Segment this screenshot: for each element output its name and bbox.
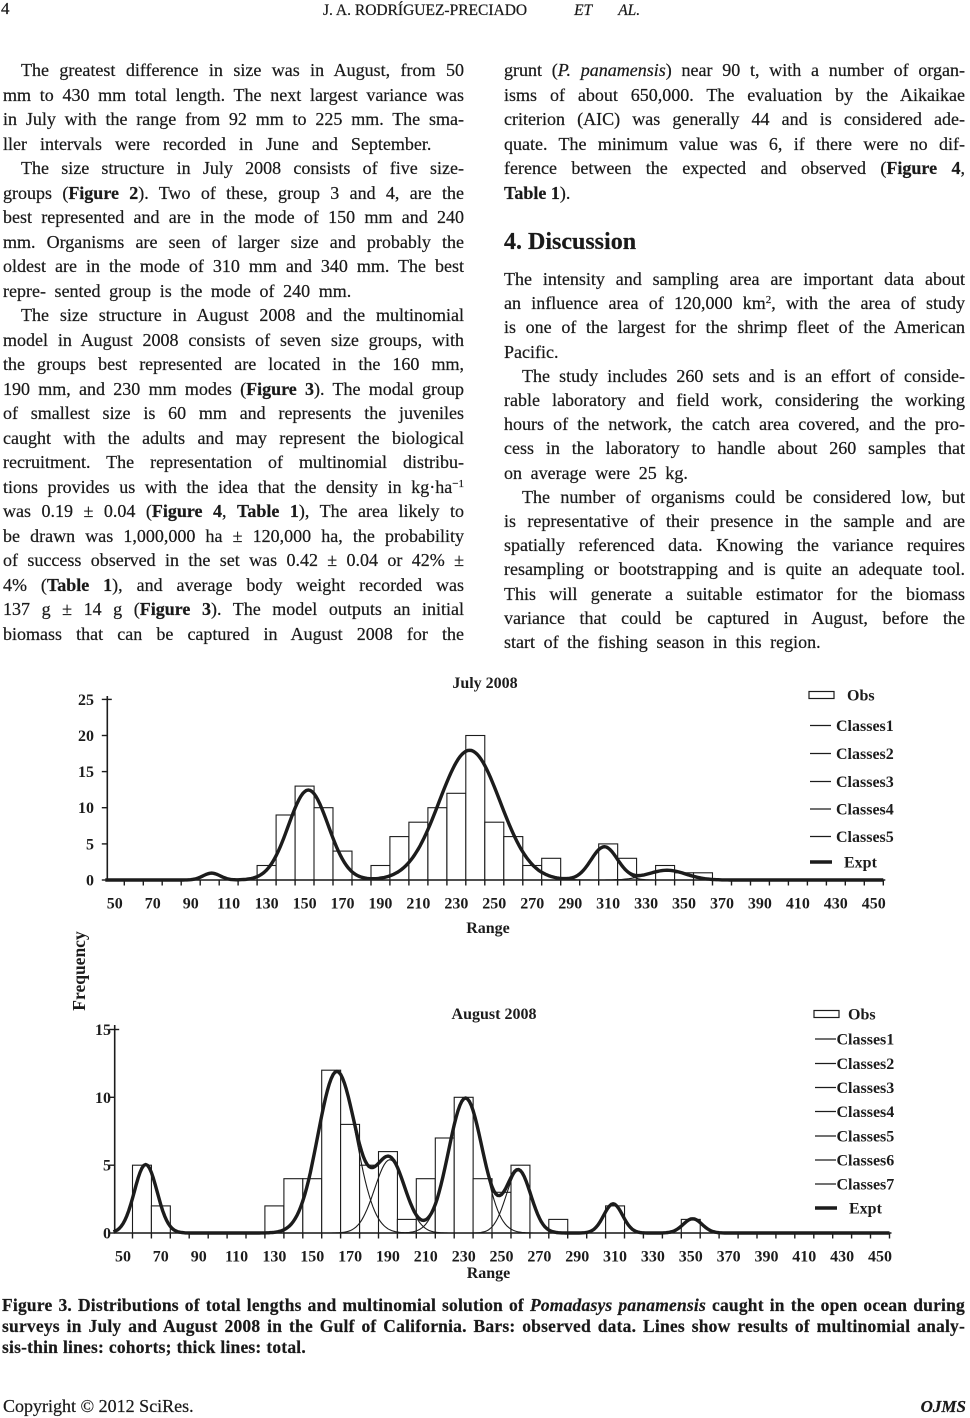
svg-text:Frequency: Frequency bbox=[69, 931, 89, 1011]
svg-text:290: 290 bbox=[558, 896, 582, 913]
svg-text:25: 25 bbox=[78, 692, 94, 709]
svg-text:150: 150 bbox=[293, 896, 317, 913]
svg-text:190: 190 bbox=[368, 896, 392, 913]
svg-text:Classes5: Classes5 bbox=[836, 829, 894, 846]
svg-text:Classes4: Classes4 bbox=[837, 1104, 895, 1121]
svg-text:430: 430 bbox=[824, 896, 848, 913]
svg-text:270: 270 bbox=[527, 1249, 551, 1266]
svg-text:450: 450 bbox=[862, 896, 886, 913]
svg-text:5: 5 bbox=[86, 836, 94, 853]
svg-text:Range: Range bbox=[466, 920, 510, 937]
svg-text:350: 350 bbox=[672, 896, 696, 913]
svg-text:Classes3: Classes3 bbox=[837, 1080, 895, 1097]
svg-text:Classes5: Classes5 bbox=[837, 1129, 895, 1146]
svg-text:70: 70 bbox=[153, 1249, 169, 1266]
svg-text:90: 90 bbox=[183, 896, 199, 913]
svg-text:5: 5 bbox=[103, 1158, 111, 1175]
svg-text:0: 0 bbox=[86, 873, 94, 890]
svg-text:410: 410 bbox=[792, 1249, 816, 1266]
svg-text:230: 230 bbox=[444, 896, 468, 913]
svg-text:Range: Range bbox=[467, 1265, 511, 1282]
svg-text:July 2008: July 2008 bbox=[452, 675, 517, 692]
svg-text:230: 230 bbox=[452, 1249, 476, 1266]
svg-text:10: 10 bbox=[78, 800, 94, 817]
svg-text:210: 210 bbox=[414, 1249, 438, 1266]
svg-text:Classes1: Classes1 bbox=[837, 1032, 895, 1049]
svg-text:450: 450 bbox=[868, 1249, 892, 1266]
svg-text:350: 350 bbox=[679, 1249, 703, 1266]
svg-text:70: 70 bbox=[145, 896, 161, 913]
svg-text:390: 390 bbox=[748, 896, 772, 913]
svg-text:Classes1: Classes1 bbox=[836, 718, 894, 735]
svg-text:Expt: Expt bbox=[849, 1201, 883, 1218]
svg-text:370: 370 bbox=[717, 1249, 741, 1266]
svg-text:150: 150 bbox=[300, 1249, 324, 1266]
svg-text:Expt: Expt bbox=[844, 855, 878, 872]
svg-text:290: 290 bbox=[565, 1249, 589, 1266]
svg-text:15: 15 bbox=[78, 764, 94, 781]
svg-text:170: 170 bbox=[338, 1249, 362, 1266]
svg-text:170: 170 bbox=[331, 896, 355, 913]
svg-text:Classes3: Classes3 bbox=[836, 774, 894, 791]
svg-text:430: 430 bbox=[830, 1249, 854, 1266]
svg-text:190: 190 bbox=[376, 1249, 400, 1266]
svg-text:Classes2: Classes2 bbox=[837, 1056, 895, 1073]
svg-text:Classes7: Classes7 bbox=[837, 1177, 895, 1194]
svg-text:August 2008: August 2008 bbox=[452, 1006, 537, 1023]
svg-text:0: 0 bbox=[103, 1226, 111, 1243]
svg-text:Classes4: Classes4 bbox=[836, 802, 894, 819]
svg-text:210: 210 bbox=[406, 896, 430, 913]
svg-text:50: 50 bbox=[107, 896, 123, 913]
svg-text:110: 110 bbox=[217, 896, 240, 913]
svg-text:330: 330 bbox=[641, 1249, 665, 1266]
svg-text:Classes2: Classes2 bbox=[836, 746, 894, 763]
svg-text:50: 50 bbox=[115, 1249, 131, 1266]
svg-text:Obs: Obs bbox=[847, 688, 875, 705]
svg-text:390: 390 bbox=[755, 1249, 779, 1266]
svg-text:110: 110 bbox=[225, 1249, 248, 1266]
svg-text:250: 250 bbox=[490, 1249, 514, 1266]
svg-text:250: 250 bbox=[482, 896, 506, 913]
svg-text:270: 270 bbox=[520, 896, 544, 913]
svg-text:130: 130 bbox=[262, 1249, 286, 1266]
svg-text:15: 15 bbox=[95, 1022, 111, 1039]
svg-text:20: 20 bbox=[78, 728, 94, 745]
svg-text:Classes6: Classes6 bbox=[837, 1153, 895, 1170]
svg-text:410: 410 bbox=[786, 896, 810, 913]
svg-text:10: 10 bbox=[95, 1090, 111, 1107]
svg-text:Obs: Obs bbox=[848, 1007, 876, 1024]
svg-text:90: 90 bbox=[191, 1249, 207, 1266]
svg-text:310: 310 bbox=[596, 896, 620, 913]
svg-text:130: 130 bbox=[255, 896, 279, 913]
svg-text:370: 370 bbox=[710, 896, 734, 913]
svg-text:330: 330 bbox=[634, 896, 658, 913]
svg-text:310: 310 bbox=[603, 1249, 627, 1266]
